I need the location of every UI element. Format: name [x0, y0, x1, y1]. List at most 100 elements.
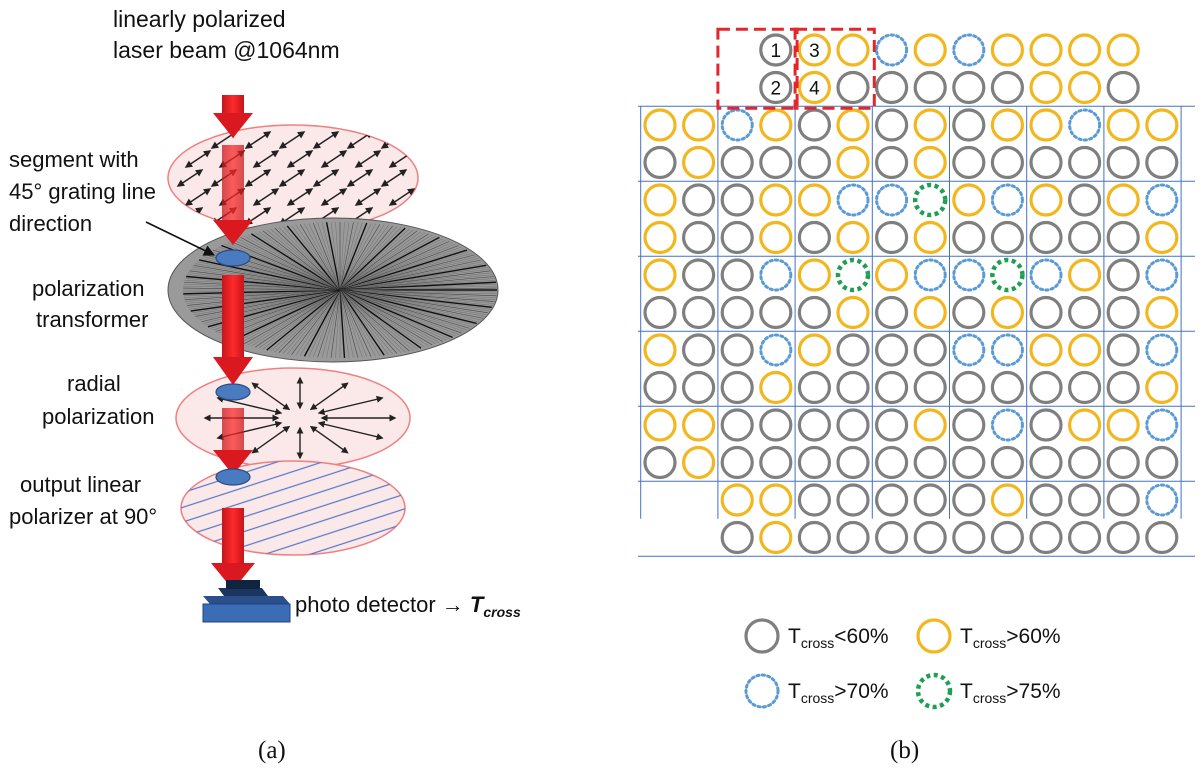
- grating-line: [230, 289, 341, 340]
- grating-line: [339, 289, 477, 325]
- segment-ring-gt75: [990, 257, 1025, 293]
- segment-ring-lt60: [952, 408, 986, 442]
- segment-ring-lt60: [836, 70, 870, 105]
- segment-ring-lt60: [797, 220, 832, 255]
- grating-line: [233, 239, 341, 291]
- grating-line: [312, 289, 341, 358]
- segment-ring-lt60: [913, 445, 947, 480]
- segment-ring-lt60: [643, 445, 677, 480]
- grating-line: [339, 289, 490, 312]
- segment-ring-gt70: [990, 408, 1024, 442]
- grating-line: [339, 232, 426, 291]
- segment-ring-lt60: [759, 70, 793, 105]
- segment-ring-lt60: [1106, 295, 1140, 330]
- segment-ring-lt60: [1106, 220, 1140, 255]
- grating-line: [254, 289, 341, 348]
- grating-line: [339, 289, 487, 315]
- segment-ring-gt60: [643, 108, 677, 142]
- grating-line: [303, 289, 341, 357]
- segment-pointer-arrow: [145, 221, 216, 256]
- segment-ring-lt60: [1067, 183, 1102, 217]
- segment-ring-gt60: [759, 183, 793, 217]
- segment-ring-gt60: [913, 108, 947, 142]
- grating-line: [198, 259, 341, 291]
- grating-line: [339, 272, 492, 291]
- grating-line: [339, 289, 443, 342]
- segment-ring-lt60: [990, 220, 1025, 255]
- segment-ring-gt60: [759, 520, 793, 555]
- segment-ring-lt60: [797, 445, 832, 480]
- polarization-arrow: [244, 169, 272, 187]
- segment-ring-lt60: [797, 108, 832, 142]
- segment-ring-gt70: [952, 333, 986, 367]
- polarization-arrow: [286, 150, 314, 168]
- grating-line: [339, 289, 497, 295]
- segment-ring-lt60: [681, 220, 716, 255]
- cell-number: 4: [809, 79, 820, 100]
- segment-ring-gt60: [797, 258, 832, 292]
- grating-line: [339, 254, 475, 291]
- grating-line: [339, 226, 398, 291]
- grating-line: [339, 289, 459, 335]
- segment-label-line2: 45° grating line: [9, 179, 156, 204]
- segment-ring-gt60: [759, 220, 793, 255]
- grating-line: [339, 289, 359, 358]
- grating-line: [339, 236, 440, 291]
- legend-label-gt60: Tcross>60%: [960, 625, 1061, 651]
- grating-line: [339, 225, 389, 291]
- grating-line: [192, 266, 341, 291]
- grating-line: [188, 289, 341, 308]
- grating-line: [339, 289, 346, 359]
- grating-line: [339, 242, 453, 291]
- segment-ring-gt60: [759, 370, 793, 405]
- segment-ring-lt60: [874, 520, 909, 555]
- segment-ring-lt60: [990, 520, 1025, 555]
- segment-ring-lt60: [681, 183, 716, 217]
- segment-label-line1: segment with: [9, 147, 139, 172]
- grating-line: [339, 289, 453, 339]
- grating-line: [339, 289, 376, 357]
- grating-line: [339, 289, 496, 300]
- segment-ring-gt70: [1068, 108, 1102, 142]
- grating-line: [339, 223, 376, 291]
- segment-ring-gt70: [1145, 183, 1179, 217]
- segment-ring-lt60: [720, 520, 754, 555]
- segment-ring-lt60: [1067, 520, 1102, 555]
- polarization-arrow: [176, 169, 204, 187]
- grating-line: [330, 289, 341, 358]
- grating-line: [339, 289, 440, 343]
- polarization-arrow: [380, 131, 408, 149]
- segment-ring-lt60: [990, 445, 1025, 480]
- panel-b-caption: (b): [890, 737, 919, 764]
- segment-ring-gt70: [990, 183, 1024, 217]
- input-polarization-disk: [167, 124, 419, 232]
- segment-ring-gt60: [836, 145, 870, 180]
- grating-line: [230, 240, 341, 291]
- grating-line: [339, 239, 447, 291]
- polarization-arrow: [278, 131, 306, 149]
- grating-line: [339, 289, 497, 297]
- legend-label-gt70: Tcross>70%: [788, 680, 889, 706]
- polarization-arrow: [354, 150, 382, 168]
- grating-line: [339, 268, 490, 291]
- grating-line: [193, 265, 341, 291]
- segment-ring-lt60: [1106, 370, 1140, 405]
- segment-ring-lt60: [681, 258, 716, 292]
- segment-ring-lt60: [952, 483, 986, 517]
- radial-arrow: [317, 420, 384, 441]
- grating-line: [339, 270, 491, 291]
- grating-line: [339, 289, 363, 358]
- highlight-boxes: [716, 27, 876, 110]
- segment-ring-gt70: [1145, 333, 1179, 367]
- grating-line: [339, 281, 497, 291]
- segment-ring-lt60: [952, 445, 986, 480]
- grating-line: [185, 289, 341, 302]
- grating-line: [304, 223, 341, 291]
- segment-ring-gt60: [874, 258, 909, 292]
- grating-line: [317, 222, 341, 291]
- segment-ring-gt60: [913, 295, 947, 330]
- segment-ring-gt60: [836, 108, 870, 142]
- polarization-arrow: [312, 169, 340, 187]
- segment-ring-gt60: [797, 33, 832, 67]
- grating-line: [183, 289, 341, 295]
